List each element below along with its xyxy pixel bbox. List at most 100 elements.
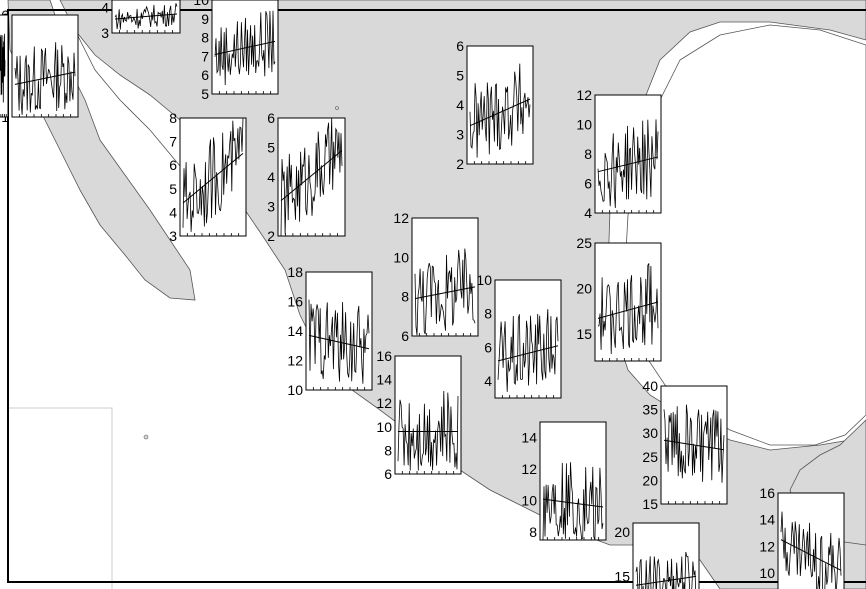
y-tick-label: 5	[456, 68, 464, 84]
time-series-line	[469, 63, 531, 158]
y-tick-label: 10	[393, 249, 409, 265]
y-tick-label: 5	[267, 140, 275, 156]
y-tick-label: 3	[101, 25, 109, 41]
trend-line	[182, 153, 244, 204]
y-tick-label: 8	[169, 110, 177, 126]
y-tick-label: 16	[287, 294, 303, 310]
y-tick-label: 16	[376, 348, 392, 364]
y-tick-label: 14	[376, 372, 392, 388]
time-series-line	[497, 309, 559, 392]
y-tick-label: 30	[642, 425, 658, 441]
time-series-line	[635, 551, 696, 589]
station-panel-p15: 15 20 25 30 35 40	[642, 378, 728, 512]
y-tick-label: 9	[201, 11, 209, 27]
trend-line	[114, 13, 178, 20]
station-panel-p6: 2 3 4 5 6	[267, 110, 346, 244]
station-panel-p17: 10 12 14 16	[759, 485, 845, 589]
y-tick-label: 10	[376, 419, 392, 435]
y-tick-label: 14	[759, 512, 775, 528]
y-tick-label: 10	[193, 0, 209, 8]
y-tick-label: 14	[521, 430, 537, 446]
island	[335, 106, 339, 110]
y-tick-label: 6	[169, 157, 177, 173]
y-tick-label: 10	[476, 272, 492, 288]
time-series-line	[0, 33, 6, 103]
y-tick-label: 2	[267, 228, 275, 244]
y-tick-label: 12	[393, 210, 409, 226]
station-panel-p3: 5 6 7 8 9 10	[193, 0, 279, 102]
station-panel-p4: 024	[0, 14, 9, 118]
y-tick-label: 8	[484, 306, 492, 322]
trend-line	[14, 71, 76, 85]
station-panel-p9: 2 3 4 5 6	[456, 38, 534, 172]
time-series-line	[597, 119, 659, 209]
y-tick-label: 12	[521, 461, 537, 477]
y-tick-label: 12	[759, 538, 775, 554]
y-tick-label: 10	[759, 565, 775, 581]
y-tick-label: 18	[287, 264, 303, 280]
inset-outline	[8, 407, 113, 589]
y-tick-label: 7	[201, 48, 209, 64]
trend-line	[469, 98, 531, 127]
y-tick-label: 20	[576, 280, 592, 296]
time-series-line	[280, 118, 343, 237]
y-tick-label: 8	[401, 289, 409, 305]
time-series-line	[14, 42, 76, 115]
y-tick-label: 5	[201, 86, 209, 102]
y-tick-label: 25	[576, 235, 592, 251]
y-tick-label: 10	[576, 117, 592, 133]
trend-line	[663, 439, 725, 451]
trend-line	[635, 575, 697, 586]
station-panel-p8: 6 8 10 12	[393, 210, 479, 344]
y-tick-label: 10	[521, 493, 537, 509]
y-tick-label: 4	[169, 204, 177, 220]
y-tick-label: 4	[456, 97, 464, 113]
y-tick-label: 6	[201, 67, 209, 83]
station-panel-p14: 8 10 12 14	[521, 421, 607, 541]
y-tick-label: 40	[642, 378, 658, 394]
panel-background	[411, 217, 479, 337]
y-tick-label: 35	[642, 402, 658, 418]
y-tick-label: 6	[484, 339, 492, 355]
time-series-line	[182, 117, 244, 232]
y-tick-label: 3	[267, 199, 275, 215]
island	[143, 434, 149, 440]
y-tick-label: 8	[201, 30, 209, 46]
y-tick-label: 16	[759, 485, 775, 501]
y-tick-label: 3	[169, 228, 177, 244]
y-tick-label: 3	[456, 127, 464, 143]
station-panels: 12 3 4 5 6 3 4 5 6 7 8 9 10 024 3 4 5 6 7 8 2 3 4 5 6 10 12 14 16 18 6…	[0, 0, 845, 589]
station-panel-p7: 10 12 14 16 18	[287, 264, 373, 398]
trend-line	[597, 156, 659, 173]
station-panel-p11: 15 20 25	[576, 235, 662, 362]
panel-background	[11, 14, 79, 118]
y-tick-label: 6	[267, 110, 275, 126]
y-tick-label: 20	[614, 524, 630, 540]
y-tick-label: 8	[384, 442, 392, 458]
time-series-line	[397, 390, 459, 471]
trend-line	[0, 64, 6, 72]
trend-line	[780, 539, 842, 571]
y-tick-label: 12	[576, 87, 592, 103]
time-series-line	[414, 248, 476, 336]
trend-line	[542, 498, 604, 508]
time-series-line	[214, 10, 276, 86]
y-tick-label: 15	[642, 496, 658, 512]
station-panel-p10: 4 6 8 10 12	[576, 87, 662, 221]
y-tick-label: 6	[384, 466, 392, 482]
station-panel-p5: 3 4 5 6 7 8	[169, 110, 247, 244]
y-tick-label: 4	[267, 169, 275, 185]
station-panel-p13: 6 8 10 12 14 16	[376, 348, 462, 482]
y-tick-label: 12	[287, 353, 303, 369]
y-tick-label: 6	[456, 38, 464, 54]
y-tick-label: 12	[376, 395, 392, 411]
time-series-line	[597, 263, 659, 355]
y-tick-label: 14	[287, 323, 303, 339]
y-tick-label: 4	[484, 373, 492, 389]
time-series-line	[114, 3, 178, 30]
trend-line	[214, 40, 276, 56]
y-tick-label: 4	[101, 0, 109, 16]
y-tick-label: 4	[584, 205, 592, 221]
